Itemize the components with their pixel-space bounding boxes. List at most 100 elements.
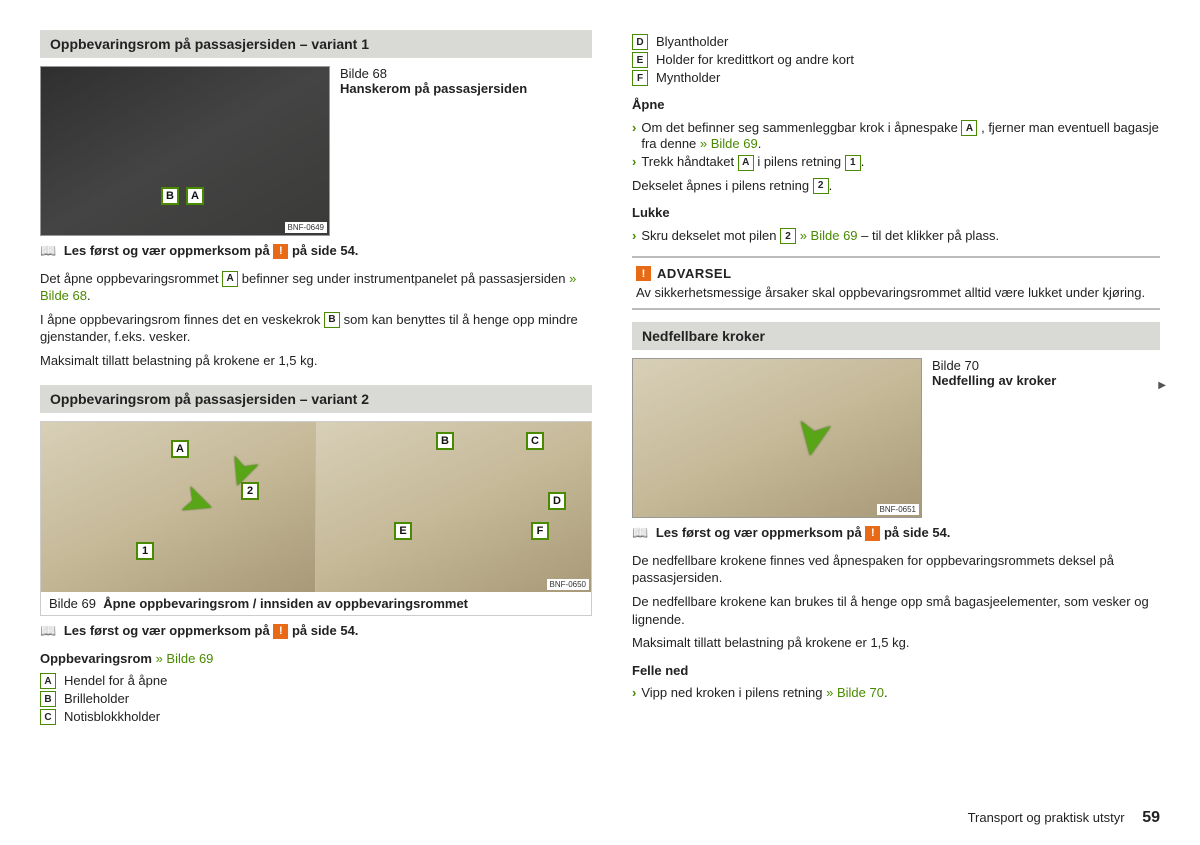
figure-69-right: B C D E F BNF-0650 [316, 422, 591, 592]
fold-head: Felle ned [632, 662, 1160, 680]
box-2: 2 [813, 178, 829, 194]
chevron-icon: › [632, 685, 636, 700]
figure-68-image: B A BNF-0649 [40, 66, 330, 236]
chevron-icon: › [632, 154, 636, 169]
arrow-icon: ➤ [175, 478, 220, 527]
open-head: Åpne [632, 96, 1160, 114]
figure-70: ➤ BNF-0651 Bilde 70 Nedfelling av kroker [632, 358, 1160, 518]
open-step1: › Om det befinner seg sammenleggbar krok… [632, 120, 1160, 152]
right-column: D Blyantholder E Holder for kredittkort og… [632, 30, 1160, 729]
arrow-icon: ➤ [786, 414, 840, 462]
left-column: Oppbevaringsrom på passasjersiden – vari… [40, 30, 592, 729]
text: Oppbevaringsrom [40, 651, 156, 666]
callout-1: 1 [136, 542, 154, 560]
def-e: Holder for kredittkort og andre kort [656, 52, 854, 67]
warn-icon: ! [636, 266, 651, 281]
box-2: 2 [780, 228, 796, 244]
box-1: 1 [845, 155, 861, 171]
read-first-note-3: Les først og vær oppmerksom på ! på side… [632, 524, 1160, 542]
close-head: Lukke [632, 204, 1160, 222]
callout-b: B [436, 432, 454, 450]
caption-text: Åpne oppbevaringsrom / innsiden av oppbe… [103, 596, 468, 611]
figure-70-caption: Bilde 70 Nedfelling av kroker [932, 358, 1056, 518]
figure-ref: BNF-0649 [285, 222, 327, 233]
fold-step1: › Vipp ned kroken i pilens retning » Bil… [632, 685, 1160, 700]
link-bilde69[interactable]: » Bilde 69 [800, 228, 858, 243]
defs-list-cont: D Blyantholder E Holder for kredittkort og… [632, 34, 1160, 86]
arrow-icon: ➤ [218, 450, 267, 495]
readfirst-post: på side 54. [292, 243, 358, 258]
def-a: Hendel for å åpne [64, 673, 167, 688]
section3-p2: De nedfellbare krokene kan brukes til å … [632, 593, 1160, 628]
text: Dekselet åpnes i pilens retning [632, 178, 813, 193]
def-d: Blyantholder [656, 34, 728, 49]
link-bilde70[interactable]: » Bilde 70 [826, 685, 884, 700]
figure-69: A 1 2 ➤ ➤ B C D E F BNF-0650 Bilde 69 Åp… [40, 421, 592, 616]
warning-box: ! ADVARSEL Av sikkerhetsmessige årsaker … [632, 256, 1160, 310]
figure-69-caption: Bilde 69 Åpne oppbevaringsrom / innsiden… [41, 592, 591, 615]
def-c: Notisblokkholder [64, 709, 160, 724]
section3-p3: Maksimalt tillatt belastning på krokene … [632, 634, 1160, 652]
figure-label: Bilde 68 [340, 66, 527, 81]
open-step2: › Trekk håndtaket A i pilens retning 1. [632, 154, 1160, 171]
chevron-icon: › [632, 228, 636, 243]
def-b: Brilleholder [64, 691, 129, 706]
callout-e: E [394, 522, 412, 540]
defs-list: A Hendel for å åpne B Brilleholder C Notisb… [40, 673, 592, 725]
figure-70-image: ➤ BNF-0651 [632, 358, 922, 518]
cover-open-text: Dekselet åpnes i pilens retning 2. [632, 177, 1160, 195]
text: Vipp ned kroken i pilens retning [641, 685, 826, 700]
section3-header: Nedfellbare kroker [632, 322, 1160, 350]
box-a: A [961, 120, 977, 136]
box-c: C [40, 709, 56, 725]
text: Det åpne oppbevaringsrommet [40, 271, 222, 286]
figure-label: Bilde 70 [932, 358, 1056, 373]
book-icon [632, 525, 652, 540]
link-bilde69[interactable]: » Bilde 69 [156, 651, 214, 666]
link-bilde69[interactable]: » Bilde 69 [700, 136, 758, 151]
section3-p1: De nedfellbare krokene finnes ved åpnesp… [632, 552, 1160, 587]
box-d: D [632, 34, 648, 50]
figure-ref: BNF-0650 [547, 579, 589, 590]
callout-c: C [526, 432, 544, 450]
box-a: A [40, 673, 56, 689]
chevron-icon: › [632, 120, 636, 135]
text: Les først og vær oppmerksom på [64, 623, 274, 638]
text: Om det befinner seg sammenleggbar krok i… [641, 120, 961, 135]
text: Skru dekselet mot pilen [641, 228, 780, 243]
figure-title: Hanskerom på passasjersiden [340, 81, 527, 96]
book-icon [40, 243, 60, 258]
callout-a: A [171, 440, 189, 458]
box-f: F [632, 70, 648, 86]
book-icon [40, 623, 60, 638]
section1-header: Oppbevaringsrom på passasjersiden – vari… [40, 30, 592, 58]
text: på side 54. [884, 525, 950, 540]
figure-title: Nedfelling av kroker [932, 373, 1056, 388]
section1-p1: Det åpne oppbevaringsrommet A befinner s… [40, 270, 592, 305]
box-a: A [222, 271, 238, 287]
warn-icon: ! [273, 624, 288, 639]
text: Les først og vær oppmerksom på [656, 525, 866, 540]
continue-marker-icon: ▶ [1158, 380, 1166, 391]
text: – til det klikker på plass. [861, 228, 999, 243]
text: i pilens retning [757, 154, 844, 169]
box-b: B [324, 312, 340, 328]
read-first-note-2: Les først og vær oppmerksom på ! på side… [40, 622, 592, 640]
bilde-label: Bilde 69 [49, 596, 96, 611]
callout-f: F [531, 522, 549, 540]
warn-icon: ! [273, 244, 288, 259]
footer-section: Transport og praktisk utstyr [968, 810, 1125, 825]
section2-header: Oppbevaringsrom på passasjersiden – vari… [40, 385, 592, 413]
def-f: Myntholder [656, 70, 720, 85]
section1-p2: I åpne oppbevaringsrom finnes det en ves… [40, 311, 592, 346]
figure-ref: BNF-0651 [877, 504, 919, 515]
close-step1: › Skru dekselet mot pilen 2 » Bilde 69 –… [632, 228, 1160, 245]
box-e: E [632, 52, 648, 68]
text: befinner seg under instrumentpanelet på … [242, 271, 569, 286]
text: Trekk håndtaket [641, 154, 737, 169]
text: I åpne oppbevaringsrom finnes det en ves… [40, 312, 324, 327]
warning-text: Av sikkerhetsmessige årsaker skal oppbev… [636, 285, 1156, 300]
warn-icon: ! [865, 526, 880, 541]
box-b: B [40, 691, 56, 707]
figure-69-left: A 1 2 ➤ ➤ [41, 422, 316, 592]
